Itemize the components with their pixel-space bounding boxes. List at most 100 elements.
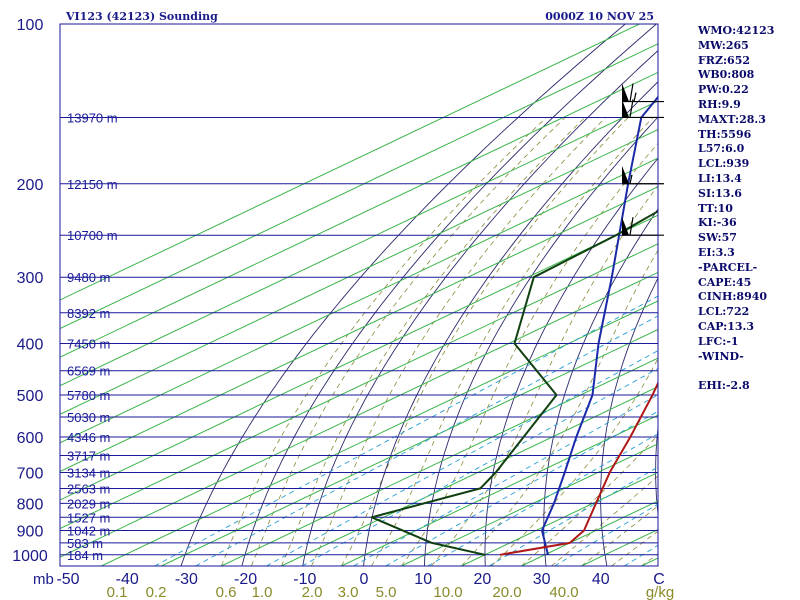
dry-adiabat-line xyxy=(180,24,626,566)
height-label: 4346 m xyxy=(67,430,110,445)
mixing-ratio-unit: g/kg xyxy=(646,584,674,600)
dry-adiabat-line xyxy=(302,49,658,566)
index-item: -WIND- xyxy=(698,349,744,363)
isotherm-line xyxy=(60,24,640,301)
index-item: KI:-36 xyxy=(698,216,737,230)
pressure-tick-label: 200 xyxy=(17,177,44,194)
height-label: 1042 m xyxy=(67,523,110,538)
index-item: LFC:-1 xyxy=(698,334,739,348)
height-label: 13970 m xyxy=(67,110,118,125)
index-item: RH:9.9 xyxy=(698,97,741,111)
index-item: EHI:-2.8 xyxy=(698,379,750,393)
pressure-tick-label: 100 xyxy=(17,17,44,34)
index-item: TH:5596 xyxy=(698,127,752,141)
wind-barbs xyxy=(622,83,664,236)
pressure-tick-label: 600 xyxy=(17,430,44,447)
height-label: 6569 m xyxy=(67,364,110,379)
x-tick-label: -20 xyxy=(234,571,257,588)
pressure-tick-label: 1000 xyxy=(12,548,48,565)
wind-barb xyxy=(622,99,664,119)
index-item: MAXT:28.3 xyxy=(698,112,766,126)
index-item: MW:265 xyxy=(698,38,749,52)
height-label: 5030 m xyxy=(67,410,110,425)
sounding-time: 0000Z 10 NOV 25 xyxy=(545,10,654,23)
isotherm-line xyxy=(221,357,658,566)
x-tick-label: 0 xyxy=(360,571,369,588)
sounding-curves xyxy=(370,95,658,556)
mixing-ratio-line xyxy=(353,394,658,566)
x-tick-label: -10 xyxy=(293,571,316,588)
x-tick-label: 30 xyxy=(533,571,551,588)
x-last-tick-label: C xyxy=(653,571,665,588)
isotherm-line xyxy=(101,300,658,566)
index-item: CINH:8940 xyxy=(698,290,768,304)
index-item: -PARCEL- xyxy=(698,260,758,274)
x-tick-label: 10 xyxy=(414,571,432,588)
index-item: PW:0.22 xyxy=(698,83,749,97)
isobars xyxy=(60,23,658,556)
index-item: L57:6.0 xyxy=(698,142,745,156)
mixing-ratio-label: 0.2 xyxy=(146,584,167,600)
index-item: LI:13.4 xyxy=(698,171,742,185)
height-label: 3717 m xyxy=(67,448,110,463)
wind-barb xyxy=(622,217,664,236)
index-item: CAPE:45 xyxy=(698,275,752,289)
isotherm-line xyxy=(60,100,658,387)
mixing-ratio-label: 0.6 xyxy=(216,584,237,600)
isotherm-line xyxy=(60,43,658,330)
mixing-ratio-label: 10.0 xyxy=(433,584,462,600)
x-unit-label: mb xyxy=(33,571,54,588)
isotherm-line xyxy=(60,157,658,444)
wind-barb xyxy=(622,165,664,185)
height-label: 184 m xyxy=(67,548,103,563)
isotherm-line xyxy=(60,214,658,501)
height-label: 10700 m xyxy=(67,228,118,243)
indices-panel: WMO:42123 MW:265 FRZ:652 WB0:808 PW:0.22 RH:9… xyxy=(698,24,774,394)
isotherm-line xyxy=(60,71,658,358)
x-tick-label: 20 xyxy=(474,571,492,588)
isotherm-line xyxy=(401,443,658,566)
pressure-tick-label: 900 xyxy=(17,523,44,540)
pressure-tick-label: 400 xyxy=(17,337,44,354)
temperature-curve xyxy=(499,380,658,556)
mixing-ratio-label: 1.0 xyxy=(252,584,273,600)
index-item: LCL:939 xyxy=(698,157,750,171)
mixing-ratio-line xyxy=(385,410,658,566)
x-tick-label: -30 xyxy=(175,571,198,588)
index-item: EI:3.3 xyxy=(698,245,735,259)
mixing-ratio-label: 2.0 xyxy=(302,584,323,600)
plot-frame xyxy=(59,23,659,567)
index-item: WB0:808 xyxy=(698,68,755,82)
index-item: SI:13.6 xyxy=(698,186,742,200)
isotherm-line xyxy=(461,471,658,566)
mixing-ratio-label: 3.0 xyxy=(338,584,359,600)
index-item: TT:10 xyxy=(698,201,733,215)
x-tick-label: -50 xyxy=(56,571,79,588)
height-label: 5780 m xyxy=(67,388,110,403)
dewpoint-curve xyxy=(370,210,658,556)
mixing-ratio-label: 5.0 xyxy=(376,584,397,600)
index-item: CAP:13.3 xyxy=(698,319,755,333)
pressure-tick-label: 800 xyxy=(17,496,44,513)
height-label: 12150 m xyxy=(67,177,118,192)
height-label: 7450 m xyxy=(67,337,110,352)
mixing-ratio-label: 0.1 xyxy=(107,584,128,600)
height-label: 9480 m xyxy=(67,270,110,285)
station-title: VI123 (42123) Sounding xyxy=(65,10,218,23)
isotherm-line xyxy=(60,243,658,530)
dry-adiabat-line xyxy=(484,157,658,566)
isotherm-line xyxy=(60,128,658,415)
isotherm-line xyxy=(60,271,658,558)
mixing-ratio-label: 20.0 xyxy=(492,584,521,600)
height-label: 583 m xyxy=(67,536,103,551)
dry-adiabat-line xyxy=(363,81,658,566)
index-item: FRZ:652 xyxy=(698,53,751,67)
mixing-ratio-label: 40.0 xyxy=(549,584,578,600)
index-item xyxy=(698,364,774,379)
x-tick-label: 40 xyxy=(592,571,610,588)
isotherm-line xyxy=(60,186,658,472)
index-item: SW:57 xyxy=(698,231,737,245)
parcel-curve xyxy=(541,95,658,556)
pressure-tick-label: 300 xyxy=(17,270,44,287)
